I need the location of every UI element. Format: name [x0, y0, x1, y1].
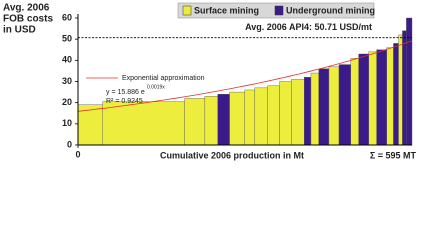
- bar: [204, 96, 218, 146]
- bar: [358, 53, 369, 146]
- y-axis-label: in USD: [3, 25, 36, 36]
- bar: [338, 64, 352, 146]
- average-label: Avg. 2006 API4: 50.71 USD/mt: [245, 22, 372, 32]
- bar: [304, 77, 312, 146]
- bar: [350, 58, 359, 146]
- total-label: Σ = 595 MT: [370, 150, 417, 160]
- bar: [368, 51, 377, 146]
- bar: [386, 47, 394, 146]
- bar: [328, 66, 340, 146]
- bar: [279, 81, 292, 146]
- fit-r2: R² = 0.9245: [106, 98, 143, 105]
- fit-equation: y = 15.886 e: [106, 89, 145, 96]
- legend-swatch: [182, 5, 192, 16]
- y-tick-label: 0: [67, 139, 72, 149]
- y-tick-label: 50: [62, 34, 72, 44]
- y-tick-label: 30: [62, 76, 72, 86]
- y-tick-label: 60: [62, 12, 72, 22]
- bar: [376, 49, 387, 146]
- bar: [244, 89, 256, 146]
- bar: [254, 87, 268, 146]
- bar: [77, 104, 103, 146]
- bar: [217, 93, 230, 146]
- bar: [393, 43, 399, 146]
- fit-curve: [77, 40, 413, 112]
- bar: [184, 98, 206, 146]
- y-axis-label: Avg. 2006: [3, 3, 50, 14]
- bar: [398, 34, 403, 146]
- x-axis-label: Cumulative 2006 production in Mt: [160, 150, 304, 160]
- legend-swatch: [274, 5, 284, 16]
- y-tick-label: 40: [62, 55, 72, 65]
- legend-label: Underground mining: [286, 5, 375, 15]
- x-tick-label: 0: [75, 149, 80, 159]
- bar: [402, 30, 407, 146]
- y-tick-label: 10: [62, 118, 72, 128]
- bar: [406, 17, 413, 146]
- bar: [318, 68, 330, 146]
- y-tick-label: 20: [62, 97, 72, 107]
- fit-label: Exponential approximation: [122, 75, 205, 82]
- bar: [291, 79, 305, 146]
- fit-exponent: 0.0019x: [147, 84, 165, 90]
- bar: [102, 101, 185, 146]
- bar: [267, 85, 280, 146]
- bar: [310, 72, 320, 146]
- y-axis-label: FOB costs: [3, 14, 53, 25]
- legend-label: Surface mining: [194, 5, 259, 15]
- bar: [229, 91, 245, 146]
